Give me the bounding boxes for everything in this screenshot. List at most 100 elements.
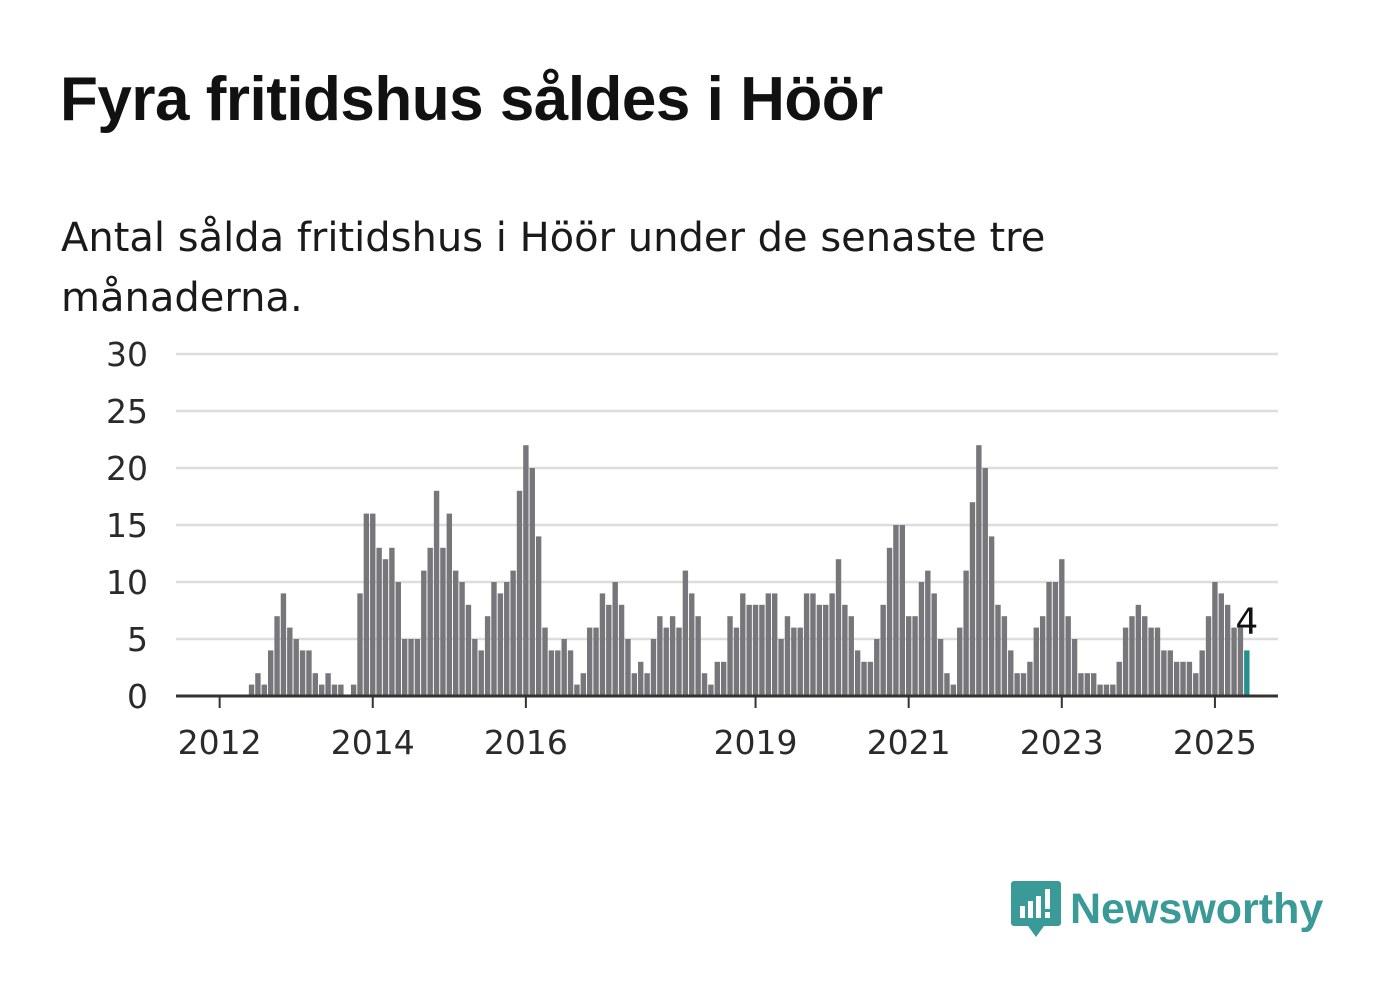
bar bbox=[1008, 650, 1014, 696]
bar bbox=[944, 673, 950, 696]
bar bbox=[561, 639, 567, 696]
bar bbox=[267, 650, 274, 696]
bar bbox=[612, 582, 618, 696]
bar bbox=[931, 593, 937, 696]
bar bbox=[848, 616, 854, 696]
bar bbox=[893, 525, 899, 696]
bar bbox=[261, 684, 267, 696]
x-axis: 2012 2014 2016 2019 2021 2023 2025 bbox=[176, 694, 1278, 762]
bar bbox=[459, 582, 465, 696]
bar bbox=[810, 593, 816, 696]
bar bbox=[274, 616, 280, 696]
bar bbox=[1052, 582, 1059, 696]
bar bbox=[1173, 661, 1180, 696]
bar bbox=[657, 616, 663, 696]
bar bbox=[555, 650, 561, 696]
newsworthy-logo-icon bbox=[1011, 881, 1061, 937]
bar bbox=[465, 604, 472, 696]
bar bbox=[440, 547, 446, 696]
bar bbox=[363, 513, 370, 696]
bar bbox=[529, 468, 535, 696]
bar bbox=[1212, 582, 1218, 696]
bar bbox=[650, 639, 657, 696]
bar bbox=[325, 673, 331, 696]
bar bbox=[1154, 627, 1161, 696]
bar bbox=[293, 639, 299, 696]
bar bbox=[854, 650, 861, 696]
bar bbox=[778, 639, 784, 696]
bar bbox=[714, 661, 720, 696]
bar bbox=[427, 547, 433, 696]
x-tick-label: 2019 bbox=[714, 723, 798, 762]
bar bbox=[306, 650, 312, 696]
bar bbox=[331, 684, 338, 696]
bar bbox=[516, 490, 523, 696]
bar bbox=[644, 673, 650, 696]
bar bbox=[586, 627, 593, 696]
bar bbox=[618, 604, 625, 696]
y-tick-label: 25 bbox=[106, 392, 148, 431]
bar bbox=[772, 593, 778, 696]
bar bbox=[510, 570, 516, 696]
bar bbox=[1097, 684, 1103, 696]
bar bbox=[1020, 673, 1027, 696]
bar bbox=[638, 661, 644, 696]
bar bbox=[1231, 627, 1237, 696]
bar bbox=[1142, 616, 1148, 696]
bar bbox=[599, 593, 606, 696]
brand-name: Newsworthy bbox=[1070, 884, 1324, 933]
bars bbox=[248, 445, 1250, 696]
bar bbox=[784, 616, 791, 696]
bar bbox=[727, 616, 733, 696]
bar bbox=[580, 673, 586, 696]
bar bbox=[752, 604, 759, 696]
y-tick-label: 30 bbox=[106, 335, 148, 374]
bar bbox=[746, 604, 752, 696]
x-tick-label: 2014 bbox=[331, 723, 415, 762]
bar bbox=[1065, 616, 1071, 696]
bar bbox=[338, 684, 344, 696]
bar bbox=[1116, 661, 1122, 696]
bar bbox=[1224, 604, 1231, 696]
x-tick-label: 2012 bbox=[178, 723, 262, 762]
bar bbox=[886, 547, 893, 696]
bar bbox=[1059, 559, 1065, 696]
bar bbox=[319, 684, 325, 696]
chart-title: Fyra fritidshus såldes i Höör bbox=[60, 65, 883, 134]
bar bbox=[350, 684, 357, 696]
bar bbox=[1084, 673, 1091, 696]
x-tick-label: 2025 bbox=[1173, 723, 1257, 762]
bar bbox=[433, 490, 440, 696]
bar bbox=[1180, 661, 1186, 696]
bar bbox=[453, 570, 459, 696]
bar bbox=[446, 513, 453, 696]
bar bbox=[912, 616, 918, 696]
bar bbox=[969, 502, 976, 696]
annotations: 4 bbox=[1235, 601, 1258, 642]
bar bbox=[1186, 661, 1193, 696]
bar bbox=[791, 627, 797, 696]
bar bbox=[669, 616, 676, 696]
bar bbox=[248, 684, 255, 696]
bar bbox=[995, 604, 1001, 696]
bar bbox=[1103, 684, 1110, 696]
bar bbox=[1071, 639, 1078, 696]
bar bbox=[963, 570, 969, 696]
bar bbox=[950, 684, 957, 696]
bar bbox=[1033, 627, 1039, 696]
bar bbox=[395, 582, 401, 696]
bar bbox=[829, 593, 835, 696]
bar bbox=[376, 547, 382, 696]
y-tick-label: 15 bbox=[106, 506, 148, 545]
bar bbox=[842, 604, 848, 696]
bar bbox=[682, 570, 689, 696]
bar bbox=[523, 445, 529, 696]
bar bbox=[299, 650, 306, 696]
gridlines bbox=[176, 352, 1278, 641]
bar bbox=[1148, 627, 1154, 696]
bar bbox=[1046, 582, 1052, 696]
bar bbox=[1135, 604, 1142, 696]
bar bbox=[255, 673, 261, 696]
bar bbox=[880, 604, 886, 696]
